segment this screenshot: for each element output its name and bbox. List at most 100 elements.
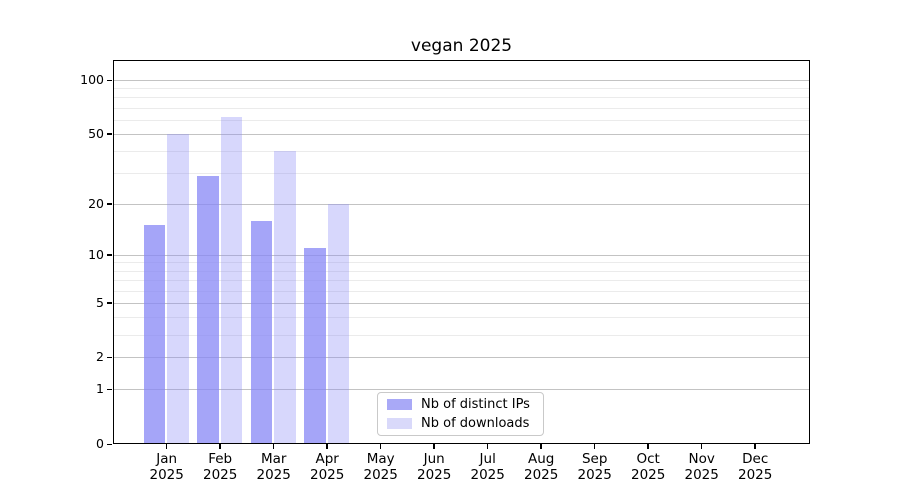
x-tick-mark <box>593 444 596 449</box>
y-tick-label: 50 <box>88 125 104 141</box>
x-tick-mark <box>486 444 489 449</box>
y-gridline-minor <box>114 262 809 264</box>
x-tick-label: Apr 2025 <box>310 451 345 483</box>
y-tick-mark <box>107 443 112 445</box>
y-gridline-minor <box>114 88 809 90</box>
y-tick-label: 0 <box>96 436 104 451</box>
x-tick-mark <box>326 444 328 449</box>
x-tick-year: 2025 <box>149 466 184 483</box>
y-gridline-minor <box>114 173 809 175</box>
y-tick-label: 1 <box>96 381 104 397</box>
y-tick-label: 2 <box>96 349 104 365</box>
y-tick-mark <box>107 254 112 256</box>
x-tick-year: 2025 <box>256 466 291 483</box>
x-tick-month: Jul <box>479 451 496 467</box>
y-gridline-major <box>114 302 809 304</box>
chart-title: vegan 2025 <box>410 36 513 56</box>
bar-downloads <box>274 151 296 443</box>
x-tick-month: Aug <box>527 451 555 467</box>
x-tick-year: 2025 <box>363 466 398 483</box>
y-gridline-minor <box>114 317 809 319</box>
y-tick-mark <box>107 203 112 205</box>
x-tick-month: Jan <box>156 451 178 467</box>
legend-item: Nb of downloads <box>387 416 543 432</box>
x-tick-year: 2025 <box>577 466 612 483</box>
y-gridline-minor <box>114 270 809 272</box>
y-gridline-major <box>114 389 809 391</box>
bar-distinct-ips <box>197 175 219 443</box>
y-tick-mark <box>107 79 112 81</box>
y-gridline-major <box>114 357 809 359</box>
y-gridline-minor <box>114 107 809 109</box>
bar-distinct-ips <box>304 248 326 443</box>
x-tick-label: Dec 2025 <box>738 451 773 483</box>
x-tick-year: 2025 <box>684 466 719 483</box>
x-tick-label: Nov 2025 <box>684 451 719 483</box>
y-tick-label: 5 <box>96 294 104 310</box>
x-tick-label: Jul 2025 <box>470 451 505 483</box>
legend-label: Nb of distinct IPs <box>421 396 530 412</box>
x-tick-month: Mar <box>260 451 287 467</box>
bar-downloads <box>167 133 189 443</box>
legend-label: Nb of downloads <box>421 415 530 431</box>
x-tick-mark <box>379 444 382 449</box>
legend-swatch-downloads <box>387 418 412 429</box>
x-tick-month: Oct <box>636 451 660 467</box>
bar-distinct-ips <box>250 220 273 443</box>
legend: Nb of distinct IPs Nb of downloads <box>377 392 544 436</box>
x-tick-year: 2025 <box>203 466 238 483</box>
x-tick-year: 2025 <box>470 466 505 483</box>
y-gridline-major <box>114 254 809 256</box>
x-tick-mark <box>754 444 756 449</box>
x-tick-label: Oct 2025 <box>631 451 666 483</box>
x-tick-month: Sep <box>581 451 608 467</box>
x-tick-month: Apr <box>315 451 339 467</box>
x-tick-mark <box>700 444 703 449</box>
y-gridline-minor <box>114 279 809 281</box>
y-gridline-minor <box>114 119 809 121</box>
x-tick-label: Sep 2025 <box>577 451 612 483</box>
x-tick-month: Dec <box>742 451 769 467</box>
x-tick-month: Jun <box>423 451 445 467</box>
x-tick-mark <box>540 444 542 449</box>
x-tick-label: Jun 2025 <box>417 451 452 483</box>
y-gridline-major <box>114 80 809 81</box>
x-tick-month: Feb <box>208 451 233 467</box>
y-tick-label: 100 <box>80 72 104 87</box>
x-tick-mark <box>433 444 435 449</box>
bar-distinct-ips <box>143 225 166 443</box>
y-gridline-minor <box>114 334 809 336</box>
y-tick-mark <box>107 302 112 304</box>
x-tick-label: Feb 2025 <box>203 451 238 483</box>
x-tick-label: Jan 2025 <box>149 451 184 483</box>
x-tick-mark <box>219 444 221 449</box>
bar-downloads <box>327 203 350 443</box>
x-tick-mark <box>165 444 168 449</box>
y-gridline-minor <box>114 290 809 292</box>
legend-item: Nb of distinct IPs <box>387 397 543 413</box>
y-tick-label: 10 <box>88 246 104 262</box>
x-tick-month: Nov <box>688 451 715 467</box>
x-tick-year: 2025 <box>738 466 773 483</box>
y-gridline-major <box>114 203 809 205</box>
x-tick-label: May 2025 <box>363 451 398 483</box>
plot-area <box>113 60 810 444</box>
x-tick-month: May <box>366 451 395 467</box>
x-tick-year: 2025 <box>417 466 452 483</box>
y-gridline-minor <box>114 151 809 153</box>
x-tick-label: Aug 2025 <box>524 451 559 483</box>
y-gridline-major <box>114 133 809 135</box>
x-tick-mark <box>647 444 649 449</box>
x-tick-mark <box>272 444 275 449</box>
bar-downloads <box>220 117 243 443</box>
x-tick-label: Mar 2025 <box>256 451 291 483</box>
x-tick-year: 2025 <box>631 466 666 483</box>
x-tick-year: 2025 <box>310 466 345 483</box>
x-tick-year: 2025 <box>524 466 559 483</box>
y-tick-label: 20 <box>88 195 104 211</box>
legend-swatch-distinct-ips <box>387 399 412 410</box>
y-gridline-minor <box>114 97 809 99</box>
y-tick-mark <box>107 388 112 391</box>
y-tick-mark <box>107 133 112 135</box>
